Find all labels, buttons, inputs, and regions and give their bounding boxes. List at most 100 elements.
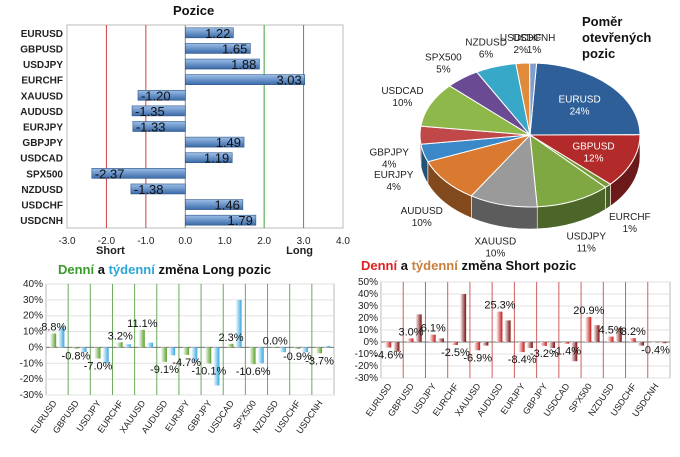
value-label: -1.38 [134, 182, 164, 197]
position-bar [132, 121, 186, 132]
long-bar [58, 326, 65, 348]
short-y-tick-label: 0% [364, 337, 379, 348]
long-plot-area [45, 283, 335, 396]
value-label: -1.35 [135, 104, 165, 119]
short-bar [496, 311, 503, 342]
long-title-daily: Denní [58, 262, 95, 277]
pie-label-value: 4% [386, 182, 401, 193]
long-bar [102, 347, 109, 364]
pie-label-name: USDCAD [381, 86, 423, 97]
short-bar [385, 342, 392, 348]
long-bar [324, 345, 331, 348]
short-data-label: -0.4% [641, 344, 670, 356]
long-data-label: -4.7% [172, 357, 201, 369]
short-bar [659, 342, 667, 344]
category-label: EURJPY [23, 123, 63, 134]
long-y-tick-label: 30% [23, 295, 43, 306]
value-label: 1.19 [204, 151, 229, 166]
value-label: 1.88 [231, 57, 256, 72]
pie-label-value: 12% [583, 153, 603, 164]
short-y-tick-label: 20% [358, 313, 378, 324]
pie-label-value: 24% [570, 106, 590, 117]
short-y-tick-label: 10% [358, 325, 378, 336]
position-bar [184, 136, 245, 148]
short-y-tick-label: 30% [358, 301, 378, 312]
long-bar [94, 347, 101, 359]
pie-label-value: 1% [623, 224, 638, 235]
category-label: USDCHF [21, 201, 63, 212]
long-data-label: -10.6% [236, 366, 271, 378]
long-data-label: -0.9% [283, 351, 312, 363]
x-tick-label: 2.0 [257, 236, 271, 247]
long-data-label: -10.1% [191, 365, 226, 377]
pie-label-name: GBPJPY [369, 147, 409, 158]
x-tick-label: 4.0 [336, 236, 350, 247]
position-bar [137, 89, 186, 101]
short-data-label: -1.4% [552, 346, 581, 358]
short-bar [482, 342, 489, 346]
long-y-tick-label: -30% [20, 390, 43, 401]
value-label: 1.49 [216, 135, 241, 150]
pie-label-name: USDCHF [500, 33, 542, 44]
long-data-label: 8.8% [41, 321, 66, 333]
short-y-tick-label: 50% [358, 277, 378, 288]
short-data-label: -8.4% [508, 354, 537, 366]
long-bar [279, 347, 286, 353]
short-title-and: a [397, 258, 412, 273]
pie-slice [528, 134, 641, 185]
short-bar [429, 334, 436, 342]
pie-label-value: 11% [577, 243, 596, 254]
category-label: USDCAD [20, 154, 63, 165]
long-bar [293, 347, 300, 349]
long-y-tick-label: -10% [20, 358, 43, 369]
ratio-title-line-3: pozic [582, 46, 616, 61]
short-bar [473, 342, 481, 351]
long-data-label: -3.7% [305, 355, 334, 367]
short-bar [548, 342, 556, 348]
short-bar [459, 294, 467, 342]
short-bar [607, 336, 614, 342]
pie-label-name: GBPUSD [572, 141, 614, 152]
pie-label-name: SPX500 [425, 52, 462, 63]
category-label: AUDUSD [20, 107, 63, 118]
pie-label-name: USDCNH [513, 33, 556, 44]
short-data-label: 6.1% [421, 323, 446, 335]
long-y-tick-label: 40% [23, 279, 43, 290]
value-label: 1.79 [228, 213, 253, 228]
long-data-label: 3.2% [108, 330, 133, 342]
short-data-label: 3.0% [398, 326, 423, 338]
short-bar [637, 342, 644, 346]
category-label: GBPUSD [20, 44, 63, 55]
long-data-label: -0.8% [62, 351, 91, 363]
long-title-and: a [94, 262, 109, 277]
short-bar [593, 325, 600, 342]
position-bar [130, 183, 186, 195]
long-bar [160, 347, 167, 362]
ratio-pie-svg: EURUSD24%GBPUSD12%EURCHF1%USDJPY11%XAUUS… [369, 33, 651, 259]
position-bar [184, 214, 257, 226]
pie-label-name: EURCHF [609, 212, 651, 223]
long-bar [205, 347, 212, 364]
long-bar [235, 299, 242, 348]
short-bar [407, 338, 414, 342]
short-bar [437, 338, 444, 342]
category-label: SPX500 [26, 169, 63, 180]
short-title-daily: Denní [361, 258, 398, 273]
short-change-title: Denní a týdenní změna Short pozic [361, 258, 576, 273]
long-data-label: 0.0% [263, 335, 288, 347]
long-bar [249, 347, 256, 365]
pie-slice [529, 62, 641, 136]
ratio-title-line-2: otevřených [582, 30, 652, 45]
short-bar [540, 342, 547, 346]
x-tick-label: 0.0 [178, 236, 192, 247]
category-label: USDJPY [23, 60, 63, 71]
long-bar [271, 347, 278, 348]
